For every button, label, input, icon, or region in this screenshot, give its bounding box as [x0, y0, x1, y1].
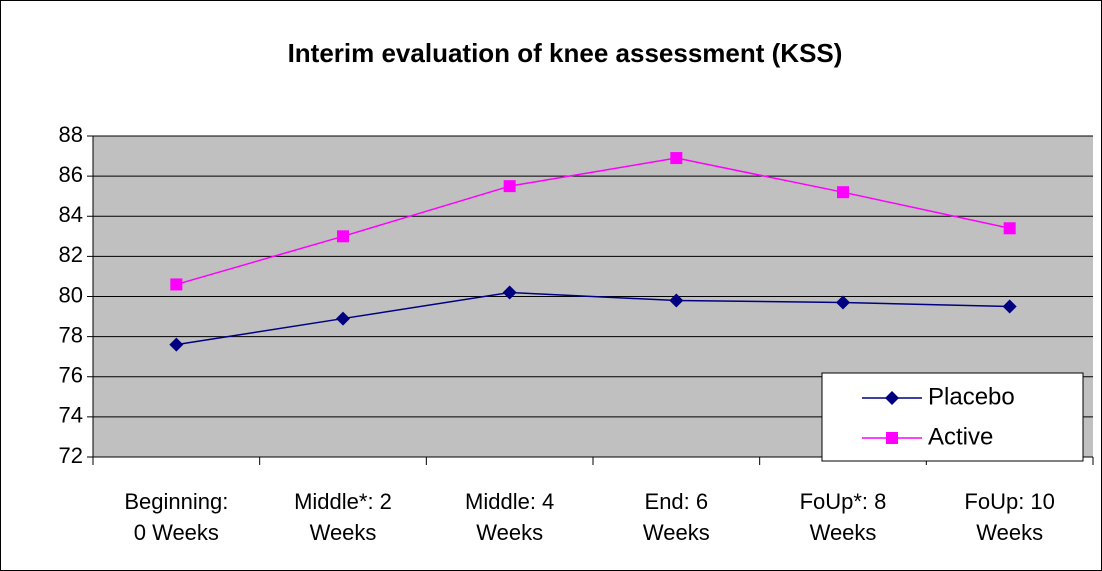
marker — [669, 293, 684, 308]
marker — [337, 230, 349, 243]
y-tick-label: 86 — [59, 162, 83, 187]
chart-title: Interim evaluation of knee assessment (K… — [288, 38, 843, 68]
y-tick-label: 84 — [59, 202, 83, 227]
marker — [670, 152, 683, 165]
x-tick-label: Middle: 4 Weeks — [465, 489, 555, 545]
marker — [1002, 299, 1017, 314]
legend-label: Placebo — [928, 383, 1015, 410]
marker — [1003, 222, 1016, 235]
x-tick-label: Middle*: 2 Weeks — [294, 489, 392, 545]
x-tick-label: Beginning: 0 Weeks — [124, 489, 229, 545]
marker — [837, 186, 849, 199]
y-tick-label: 74 — [59, 403, 83, 428]
marker — [886, 432, 898, 444]
y-tick-label: 78 — [59, 322, 83, 347]
legend-box — [821, 372, 1084, 462]
marker — [336, 311, 350, 326]
y-tick-label: 76 — [59, 363, 83, 388]
y-tick-label: 88 — [59, 122, 83, 147]
marker — [836, 295, 850, 310]
marker — [885, 391, 899, 405]
y-tick-label: 72 — [59, 443, 83, 468]
legend-label: Active — [928, 423, 993, 450]
marker — [169, 337, 184, 352]
marker — [170, 278, 183, 291]
y-tick-label: 82 — [59, 242, 83, 267]
x-tick-label: FoUp*: 8 Weeks — [799, 489, 887, 545]
x-tick-label: End: 6 Weeks — [642, 489, 710, 545]
y-tick-label: 80 — [59, 282, 83, 307]
marker — [503, 180, 516, 193]
marker — [502, 285, 517, 300]
series-line — [176, 291, 1010, 346]
x-tick-label: FoUp: 10 Weeks — [964, 489, 1055, 545]
series-line — [176, 157, 1010, 286]
